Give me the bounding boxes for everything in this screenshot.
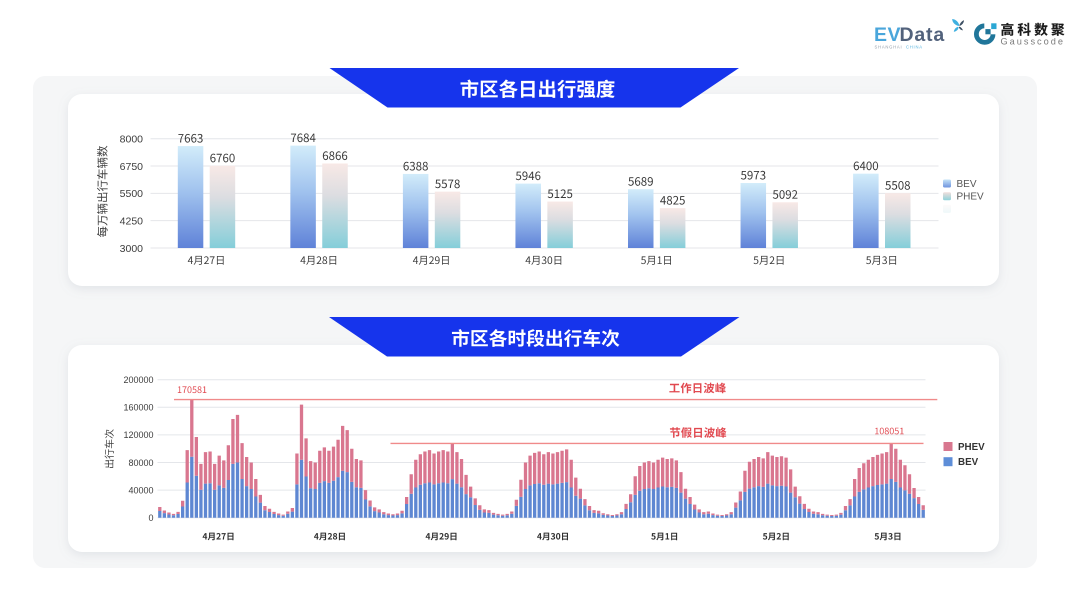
svg-text:160000: 160000 xyxy=(123,403,153,413)
svg-text:BEV: BEV xyxy=(958,457,979,468)
svg-text:3000: 3000 xyxy=(120,243,144,255)
svg-text:EV: EV xyxy=(874,24,901,46)
svg-text:SHANGHAI: SHANGHAI xyxy=(875,44,903,49)
svg-text:0: 0 xyxy=(148,513,153,523)
svg-text:PHEV: PHEV xyxy=(957,192,985,203)
svg-text:CHINA: CHINA xyxy=(906,44,923,49)
svg-text:BEV: BEV xyxy=(957,179,977,190)
svg-text:5500: 5500 xyxy=(120,188,144,200)
svg-text:120000: 120000 xyxy=(123,430,153,440)
svg-text:40000: 40000 xyxy=(128,485,153,495)
svg-text:4250: 4250 xyxy=(120,215,144,227)
svg-text:6750: 6750 xyxy=(120,161,144,173)
svg-text:PHEV: PHEV xyxy=(958,442,985,453)
svg-text:8000: 8000 xyxy=(120,134,144,146)
svg-text:200000: 200000 xyxy=(123,375,153,385)
svg-text:Data: Data xyxy=(900,24,945,46)
svg-text:Gausscode: Gausscode xyxy=(1001,37,1065,47)
svg-text:80000: 80000 xyxy=(128,458,153,468)
